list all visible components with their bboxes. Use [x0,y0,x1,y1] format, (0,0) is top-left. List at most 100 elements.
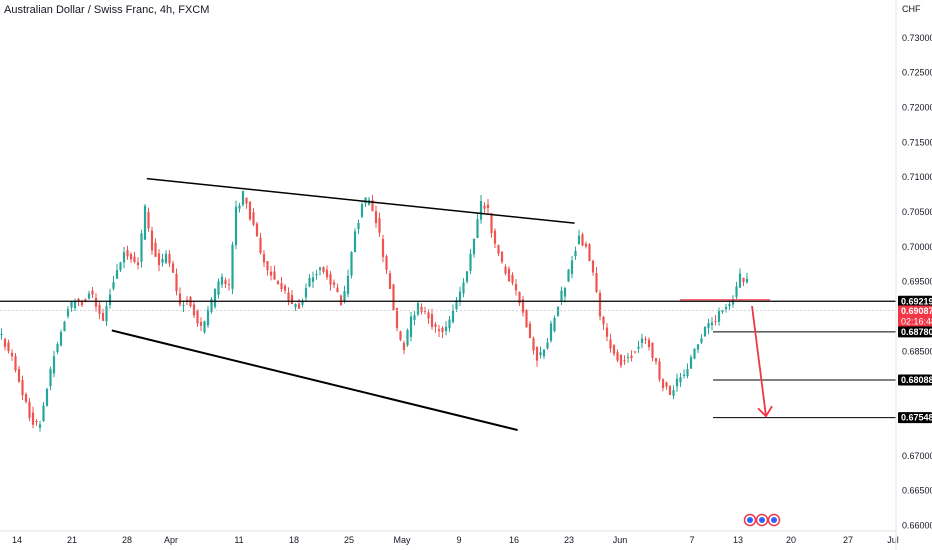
candle [602,316,605,331]
candle [329,271,332,291]
candle [420,303,423,315]
calendar-event-icon[interactable] [755,513,769,527]
candle [609,333,612,353]
candle [217,278,220,299]
candle [154,238,157,258]
candle [665,381,668,390]
candle [619,353,623,369]
price-tick-label: 0.72500 [902,68,932,78]
candle [304,283,308,302]
candle [203,320,206,335]
candle [161,253,164,267]
upper-trendline[interactable] [146,177,575,224]
candle [616,349,619,363]
candle [399,330,402,342]
candle [77,297,80,307]
candle [14,352,17,373]
price-tick-label: 0.72000 [902,103,932,113]
price-axis[interactable]: 0.73000 0.72500 0.72000 0.71500 0.71000 0.705… [898,33,932,531]
candle [388,270,392,290]
candle [87,290,91,300]
candle [560,286,563,306]
candle [577,229,581,245]
candle [133,251,136,264]
candle [521,295,525,317]
candle [490,212,493,238]
candle [710,317,714,331]
candle [745,272,749,284]
candle [469,248,472,275]
candle [143,203,147,240]
time-tick-label: 20 [786,535,796,545]
lower-trendline[interactable] [111,329,518,432]
candle [679,373,682,387]
candle [381,234,385,263]
event-icons[interactable] [743,513,781,527]
svg-text:02:16:48: 02:16:48 [901,316,932,326]
candle [728,300,731,310]
time-tick-label: 14 [12,535,22,545]
candle [735,281,738,299]
candle [280,277,283,292]
candle [742,277,745,287]
candle [682,369,686,379]
candle [255,221,259,237]
down-arrow[interactable] [751,305,767,417]
candle [353,228,357,253]
time-tick-label: 27 [843,535,853,545]
time-tick-label: Apr [164,535,178,545]
price-tick-label: 0.67000 [902,451,932,461]
candle [150,226,154,255]
time-tick-label: May [393,535,411,545]
chart-title: Australian Dollar / Swiss Franc, 4h, FXC… [4,4,210,16]
calendar-event-icon[interactable] [743,513,757,527]
candle [35,418,38,426]
candle [283,283,287,294]
candle [0,328,3,340]
candle [49,366,52,391]
time-axis[interactable]: 14 21 28 Apr 11 18 25 May 9 16 23 Jun 7 13 20 27 Jul [12,535,899,545]
candle [10,349,14,361]
candle [612,344,616,357]
candle [129,252,133,263]
candle [346,269,350,298]
price-tick-label: 0.73000 [902,33,932,43]
candle [658,358,661,382]
candle [301,298,304,308]
price-tick-label: 0.66000 [902,521,932,531]
candle [210,297,213,314]
time-tick-label: 23 [564,535,574,545]
price-label: 0.68088 [898,374,932,386]
candle [588,243,591,262]
candle [192,301,196,318]
candle [259,232,262,255]
time-tick-label: 21 [67,535,77,545]
candle [98,301,101,320]
calendar-event-icon[interactable] [767,513,781,527]
candle [395,307,399,332]
candle [364,197,367,208]
candle [409,311,413,342]
candle [689,354,693,369]
candle [703,326,707,337]
candle [140,229,143,268]
candle [497,244,500,257]
candle [287,287,290,306]
candle [738,268,742,288]
svg-text:0.68780: 0.68780 [901,327,932,337]
candle [70,300,73,312]
candle [360,201,364,219]
time-tick-label: Jun [613,535,628,545]
candle [199,317,203,332]
candle [584,241,588,249]
candle [570,255,574,279]
candle [714,315,717,326]
candle [668,385,672,396]
candle [31,406,35,429]
candle [273,265,276,280]
candle [416,301,420,317]
candle [672,385,675,400]
candle [101,308,105,322]
candle [350,251,353,279]
